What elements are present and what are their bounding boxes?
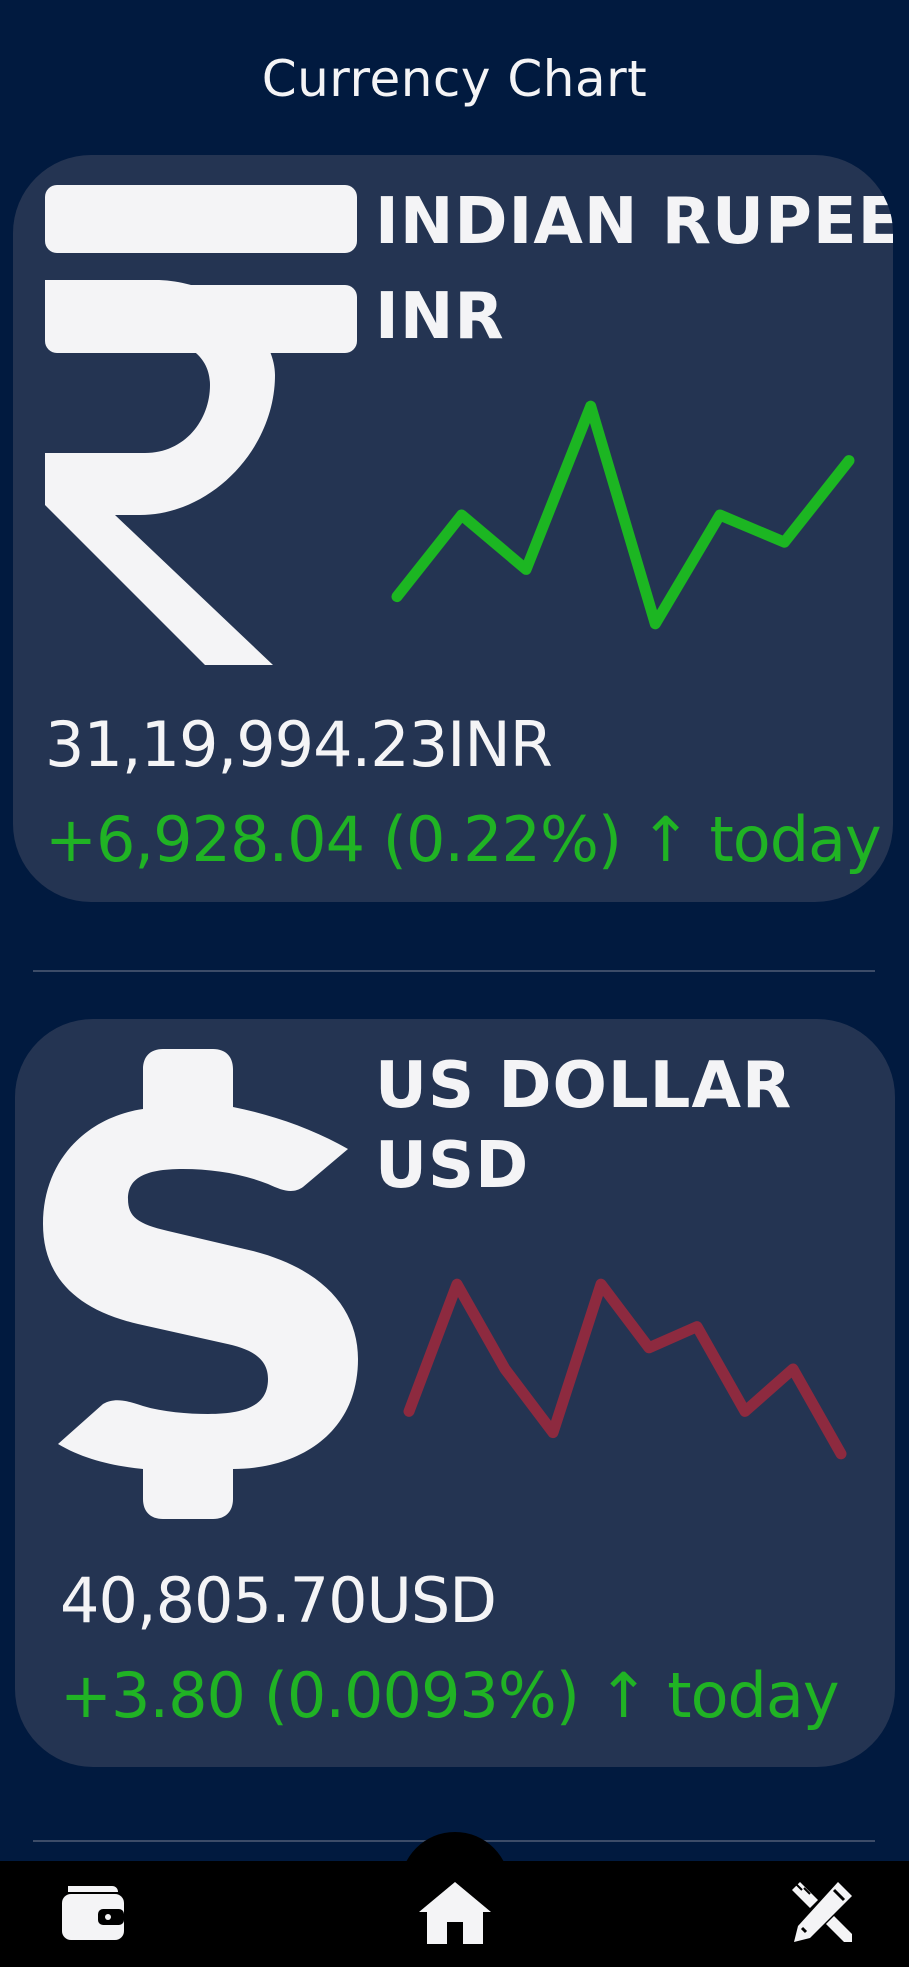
daily-change: +6,928.04 (0.22%) ↑ today <box>45 803 882 876</box>
trend-chart <box>403 1278 847 1460</box>
currency-amount: 40,805.70USD <box>60 1564 497 1637</box>
currency-card-usd[interactable]: US DOLLAR USD 40,805.70USD +3.80 (0.0093… <box>15 1019 895 1767</box>
trend-line <box>403 1278 847 1460</box>
currency-name: US DOLLAR <box>375 1049 793 1123</box>
daily-change: +3.80 (0.0093%) ↑ today <box>60 1659 840 1732</box>
edit-tools-icon[interactable] <box>790 1880 854 1944</box>
wallet-icon[interactable] <box>60 1882 126 1942</box>
divider <box>33 970 875 972</box>
currency-code: INR <box>375 280 505 354</box>
trend-chart <box>391 400 855 630</box>
trend-line <box>391 400 855 630</box>
currency-name: INDIAN RUPEE <box>375 185 893 259</box>
currency-card-inr[interactable]: INDIAN RUPEE INR 31,19,994.23INR +6,928.… <box>13 155 893 902</box>
rupee-icon <box>45 185 357 665</box>
dollar-icon <box>43 1049 358 1519</box>
home-icon[interactable] <box>417 1880 493 1946</box>
page-title: Currency Chart <box>261 50 648 108</box>
currency-amount: 31,19,994.23INR <box>45 708 553 781</box>
currency-code: USD <box>375 1129 530 1203</box>
